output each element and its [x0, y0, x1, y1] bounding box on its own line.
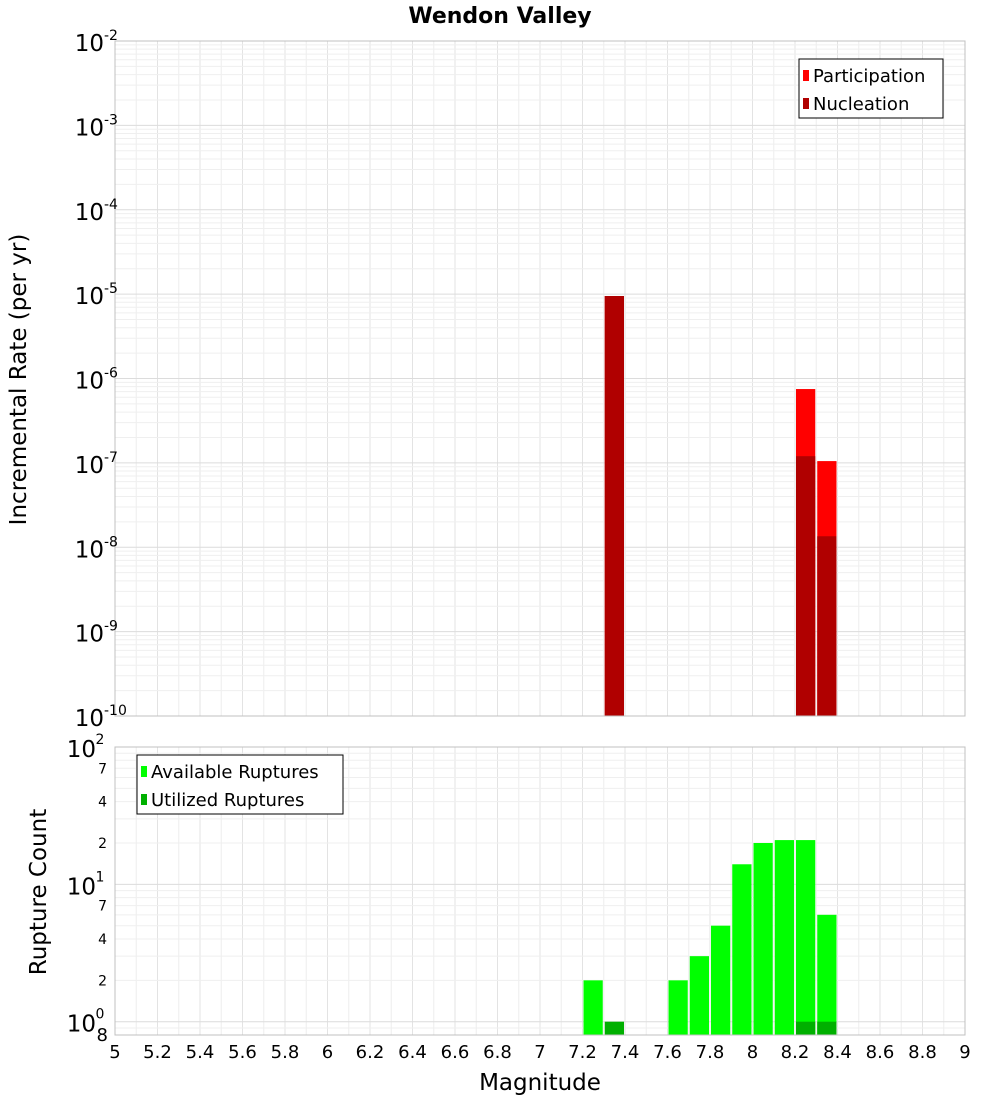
y-tick-label: 10 — [75, 115, 104, 141]
y-tick-exponent: -7 — [104, 450, 118, 466]
y-tick-label: 10 — [75, 537, 104, 563]
legend-label: Available Ruptures — [151, 762, 319, 783]
legend-swatch — [803, 70, 809, 81]
y-tick-label: 7 — [98, 899, 107, 915]
y-tick-exponent: -3 — [104, 112, 118, 128]
x-tick-label: 9 — [959, 1042, 970, 1063]
count-bar-primary — [583, 980, 603, 1035]
y-tick-exponent: -4 — [104, 197, 118, 213]
rate-plot-frame — [114, 40, 966, 717]
y-tick-label: 2 — [98, 973, 107, 989]
y-tick-label: 7 — [98, 761, 107, 777]
x-tick-label: 6 — [322, 1042, 333, 1063]
rate-plot-bars — [604, 296, 837, 716]
legend-label: Participation — [813, 66, 925, 87]
rate-bar-secondary — [817, 536, 837, 716]
y-tick-label: 10 — [75, 706, 104, 732]
chart-title: Wendon Valley — [408, 4, 591, 29]
y-tick-label: 8 — [97, 1025, 108, 1046]
x-tick-label: 8.8 — [908, 1042, 937, 1063]
rate-bar-secondary — [796, 456, 816, 716]
y-tick-exponent: -10 — [104, 703, 127, 719]
count-bar-primary — [774, 840, 794, 1035]
y-tick-exponent: 0 — [96, 1007, 105, 1023]
y-tick-label: 10 — [75, 284, 104, 310]
y-tick-label: 10 — [75, 31, 104, 57]
y-tick-label: 10 — [75, 622, 104, 648]
x-tick-label: 5.6 — [228, 1042, 257, 1063]
count-y-axis-label: Rupture Count — [26, 809, 52, 975]
x-axis-ticks: 5 5.2 5.4 5.6 5.8 6 6.2 6.4 6.6 6.8 7 7.2 7.4 7.6 7.8 8… — [109, 1042, 970, 1063]
y-tick-exponent: 1 — [96, 869, 105, 885]
x-tick-label: 7 — [534, 1042, 545, 1063]
x-tick-label: 5.2 — [143, 1042, 172, 1063]
count-bar-primary — [732, 864, 752, 1035]
y-tick-exponent: 2 — [96, 732, 105, 748]
x-tick-label: 5 — [109, 1042, 120, 1063]
y-tick-exponent: -5 — [104, 281, 118, 297]
count-legend: Available Ruptures Utilized Ruptures — [136, 754, 344, 815]
y-tick-label: 4 — [98, 932, 107, 948]
x-tick-label: 6.6 — [441, 1042, 470, 1063]
rate-bar-secondary — [604, 296, 624, 716]
x-tick-label: 5.8 — [271, 1042, 300, 1063]
y-tick-label: 10 — [75, 200, 104, 226]
y-tick-label: 10 — [67, 874, 96, 900]
y-tick-label: 2 — [98, 836, 107, 852]
y-tick-exponent: -6 — [104, 366, 118, 382]
x-tick-label: 7.6 — [653, 1042, 682, 1063]
y-tick-label: 10 — [67, 1012, 96, 1038]
x-tick-label: 7.8 — [696, 1042, 725, 1063]
x-tick-label: 8.4 — [823, 1042, 852, 1063]
rate-legend: Participation Nucleation — [798, 58, 944, 119]
x-tick-label: 5.4 — [186, 1042, 215, 1063]
x-tick-label: 8.6 — [866, 1042, 895, 1063]
y-tick-label: 10 — [75, 453, 104, 479]
count-bar-secondary — [604, 1021, 624, 1035]
count-plot-frame — [114, 746, 966, 1036]
count-bar-primary — [668, 980, 688, 1035]
legend-swatch — [803, 98, 809, 109]
x-tick-label: 7.4 — [611, 1042, 640, 1063]
x-tick-label: 6.8 — [483, 1042, 512, 1063]
legend-swatch — [141, 794, 147, 805]
x-tick-label: 8 — [747, 1042, 758, 1063]
y-tick-exponent: -8 — [104, 534, 118, 550]
x-tick-label: 6.2 — [356, 1042, 385, 1063]
count-bar-primary — [796, 840, 816, 1035]
legend-box — [136, 754, 344, 815]
y-tick-exponent: -9 — [104, 619, 118, 635]
y-tick-label: 4 — [98, 795, 107, 811]
y-tick-label: 10 — [67, 737, 96, 763]
x-tick-label: 7.2 — [568, 1042, 597, 1063]
x-tick-label: 6.4 — [398, 1042, 427, 1063]
x-axis-label: Magnitude — [479, 1070, 601, 1096]
count-bar-secondary — [817, 1021, 837, 1035]
rate-y-axis-label: Incremental Rate (per yr) — [6, 234, 32, 526]
count-bar-primary — [711, 925, 731, 1035]
x-tick-label: 8.2 — [781, 1042, 810, 1063]
rate-plot-grid — [114, 41, 966, 717]
y-tick-label: 10 — [75, 369, 104, 395]
legend-box — [798, 58, 944, 119]
count-plot-bars — [583, 840, 837, 1035]
count-bar-primary — [817, 914, 837, 1035]
y-tick-exponent: -2 — [104, 28, 118, 44]
legend-label: Nucleation — [813, 94, 909, 115]
count-bar-primary — [753, 843, 773, 1035]
legend-swatch — [141, 766, 147, 777]
count-bar-secondary — [796, 1021, 816, 1035]
legend-label: Utilized Ruptures — [151, 790, 304, 811]
count-bar-primary — [689, 956, 709, 1035]
